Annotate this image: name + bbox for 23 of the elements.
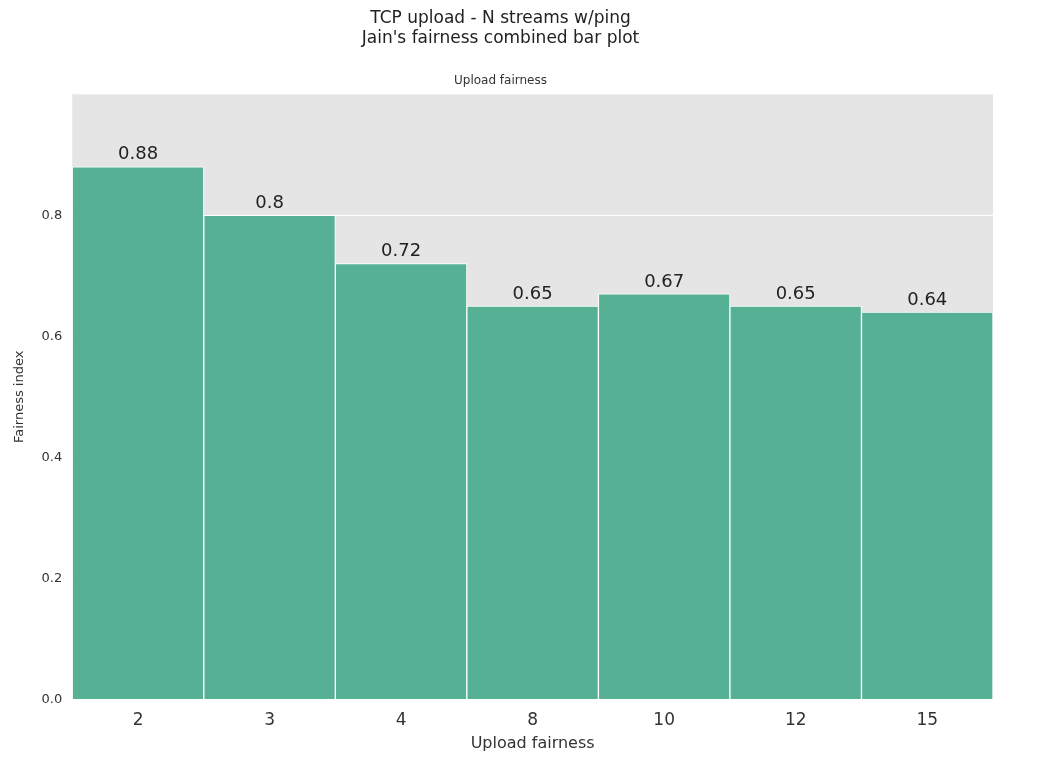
data-label: 0.65 <box>775 281 816 303</box>
y-tick-label: 0.8 <box>41 206 63 222</box>
x-axis-title: Upload fairness <box>470 732 595 752</box>
x-tick-label: 3 <box>264 709 275 730</box>
data-label: 0.8 <box>255 190 284 212</box>
chart-title: TCP upload - N streams w/ping Jain's fairness combined bar plot <box>360 6 640 48</box>
x-tick-label: 10 <box>653 709 675 730</box>
x-tick-label: 15 <box>916 709 939 730</box>
x-tick-label: 12 <box>784 709 807 730</box>
x-tick-label: 8 <box>527 709 539 730</box>
y-axis-title: Fairness index <box>11 350 27 444</box>
data-label: 0.65 <box>512 281 553 303</box>
data-label: 0.88 <box>118 142 159 164</box>
y-tick-label: 0.2 <box>41 569 63 585</box>
chart-subtitle: Upload fairness <box>454 73 547 88</box>
data-label: 0.64 <box>907 287 948 309</box>
x-tick-label: 2 <box>132 709 144 730</box>
data-label: 0.67 <box>644 269 685 291</box>
y-tick-label: 0.0 <box>41 690 63 706</box>
y-tick-label: 0.6 <box>41 327 63 343</box>
y-tick-label: 0.4 <box>41 448 63 464</box>
x-tick-label: 4 <box>395 709 407 730</box>
data-label: 0.72 <box>381 239 422 261</box>
